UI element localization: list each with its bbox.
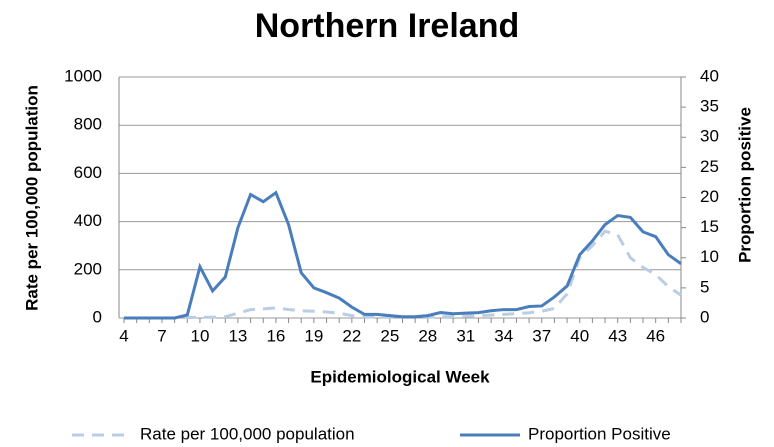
y2-tick-label: 30 <box>700 127 719 146</box>
x-tick-label: 13 <box>228 326 247 345</box>
legend-label: Proportion Positive <box>528 424 671 443</box>
y-axis-label: Rate per 100,000 population <box>22 85 41 311</box>
x-tick-label: 34 <box>494 326 513 345</box>
y2-tick-label: 35 <box>700 97 719 116</box>
x-tick-label: 40 <box>570 326 589 345</box>
y-tick-label: 800 <box>74 115 102 134</box>
x-tick-label: 31 <box>456 326 475 345</box>
y2-tick-label: 15 <box>700 217 719 236</box>
y2-tick-label: 0 <box>700 307 709 326</box>
y2-tick-label: 25 <box>700 157 719 176</box>
y-tick-label: 400 <box>74 211 102 230</box>
y-tick-label: 1000 <box>64 66 102 85</box>
x-tick-label: 10 <box>190 326 209 345</box>
x-tick-label: 28 <box>418 326 437 345</box>
y2-axis-label: Proportion positive <box>735 107 754 263</box>
y-tick-label: 0 <box>93 307 102 326</box>
y2-tick-label: 40 <box>700 66 719 85</box>
series-line <box>124 229 682 320</box>
y-tick-label: 600 <box>74 163 102 182</box>
y2-tick-label: 10 <box>700 247 719 266</box>
series-line <box>124 190 682 320</box>
legend-label: Rate per 100,000 population <box>140 424 355 443</box>
chart-title: Northern Ireland <box>255 7 519 45</box>
x-tick-label: 19 <box>304 326 323 345</box>
x-tick-label: 37 <box>532 326 551 345</box>
x-tick-label: 25 <box>380 326 399 345</box>
x-tick-label: 46 <box>646 326 665 345</box>
y2-tick-label: 5 <box>700 277 709 296</box>
x-tick-label: 7 <box>157 326 166 345</box>
y2-tick-label: 20 <box>700 187 719 206</box>
x-axis-label: Epidemiological Week <box>310 367 490 386</box>
x-tick-label: 22 <box>342 326 361 345</box>
y-tick-label: 200 <box>74 259 102 278</box>
x-tick-label: 4 <box>119 326 128 345</box>
x-tick-label: 43 <box>608 326 627 345</box>
x-tick-label: 16 <box>266 326 285 345</box>
